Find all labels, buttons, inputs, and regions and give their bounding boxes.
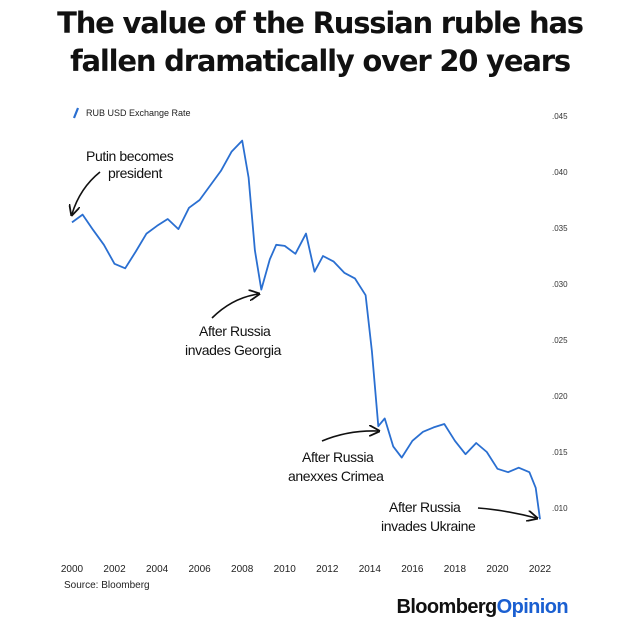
y-tick-label: .025 xyxy=(552,336,568,345)
annotation-putin-line-2: president xyxy=(108,165,163,181)
logo-bloomberg: Bloomberg xyxy=(396,596,497,618)
annotation-georgia-arrow xyxy=(211,294,258,319)
annotation-georgia-line-1: After Russia xyxy=(199,323,271,339)
x-tick-label: 2012 xyxy=(316,564,339,575)
legend-swatch xyxy=(72,107,80,119)
chart-title-line-1: The value of the Russian ruble has xyxy=(57,6,584,40)
x-tick-label: 2016 xyxy=(401,564,424,575)
x-tick-label: 2018 xyxy=(444,564,467,575)
annotation-crimea: After Russia anexxes Crimea xyxy=(288,431,385,484)
chart-title: The value of the Russian ruble has falle… xyxy=(0,4,640,80)
y-tick-label: .045 xyxy=(552,112,568,121)
y-tick-label: .040 xyxy=(552,168,568,177)
annotation-ukraine: After Russia invades Ukraine xyxy=(381,499,536,534)
x-tick-label: 2000 xyxy=(61,564,84,575)
x-tick-label: 2008 xyxy=(231,564,254,575)
annotation-crimea-line-2: anexxes Crimea xyxy=(288,468,384,484)
x-tick-label: 2014 xyxy=(359,564,382,575)
x-tick-label: 2010 xyxy=(274,564,297,575)
annotation-ukraine-line-1: After Russia xyxy=(389,499,461,515)
x-axis-ticks: 2000 2002 2004 2006 2008 2010 2012 2014 2016 2018… xyxy=(61,564,552,575)
series-line-rub-usd xyxy=(71,139,541,520)
annotation-putin: Putin becomes president xyxy=(72,148,174,214)
y-tick-label: .030 xyxy=(552,280,568,289)
annotation-ukraine-arrow xyxy=(477,507,536,518)
x-tick-label: 2022 xyxy=(529,564,552,575)
annotation-georgia-line-2: invades Georgia xyxy=(185,342,282,358)
y-tick-label: .020 xyxy=(552,392,568,401)
chart-title-line-2: fallen dramatically over 20 years xyxy=(70,44,571,78)
y-axis-ticks: .010 .015 .020 .025 .030 .035 .040 .045 xyxy=(552,112,568,513)
legend-label: RUB USD Exchange Rate xyxy=(86,108,191,118)
y-tick-label: .035 xyxy=(552,224,568,233)
logo-opinion: Opinion xyxy=(496,596,569,618)
annotation-crimea-line-1: After Russia xyxy=(302,449,374,465)
annotation-georgia: After Russia invades Georgia xyxy=(185,294,282,358)
annotation-crimea-arrow xyxy=(321,431,378,442)
x-tick-label: 2006 xyxy=(189,564,212,575)
x-tick-label: 2002 xyxy=(103,564,126,575)
y-tick-label: .010 xyxy=(552,504,568,513)
source-note: Source: Bloomberg xyxy=(64,580,150,591)
annotation-putin-line-1: Putin becomes xyxy=(86,148,174,164)
bloomberg-opinion-logo: BloombergOpinion xyxy=(396,596,568,619)
y-tick-label: .015 xyxy=(552,448,568,457)
annotation-ukraine-line-2: invades Ukraine xyxy=(381,518,476,534)
x-tick-label: 2020 xyxy=(486,564,509,575)
x-tick-label: 2004 xyxy=(146,564,169,575)
annotation-putin-arrow xyxy=(72,171,101,214)
